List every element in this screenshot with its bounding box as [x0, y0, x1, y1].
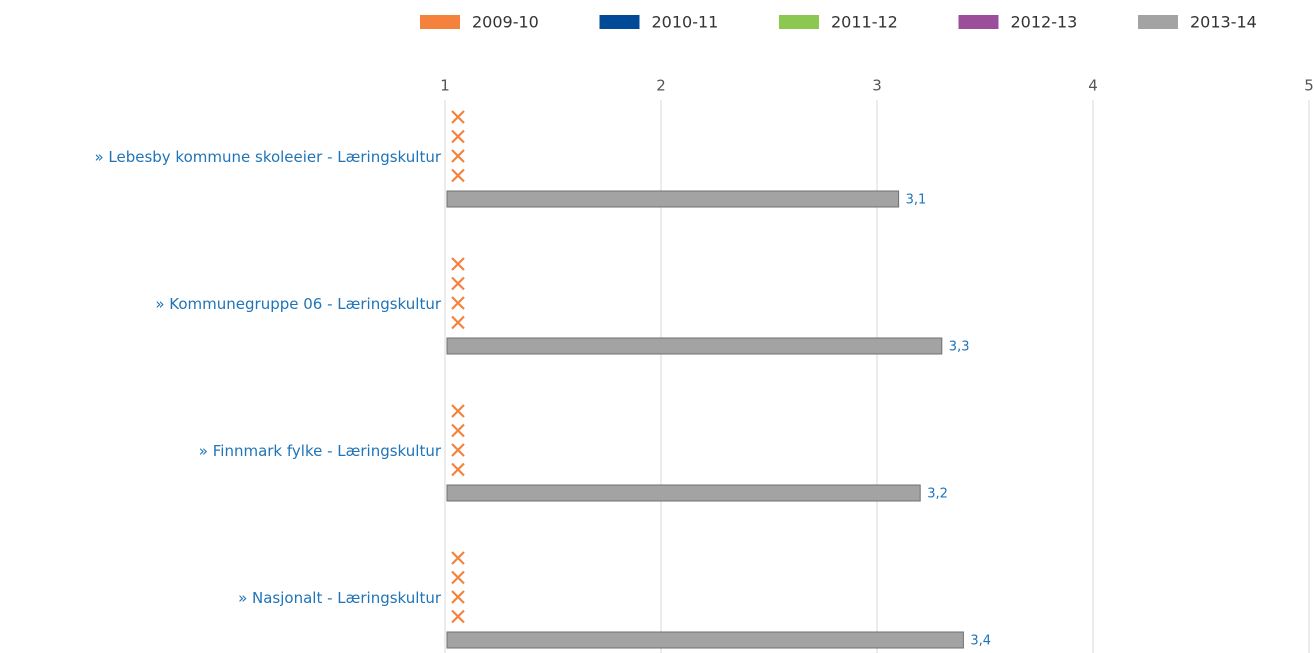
bar [446, 631, 964, 649]
legend-swatch [420, 15, 460, 29]
category-label[interactable]: » Nasjonalt - Læringskultur [238, 589, 441, 607]
missing-marker [451, 462, 465, 477]
x-tick-label: 4 [1088, 77, 1098, 95]
missing-marker [451, 110, 465, 124]
missing-marker [451, 609, 465, 624]
legend-label: 2012-13 [1011, 13, 1078, 32]
bar [446, 190, 900, 208]
legend-label: 2010-11 [652, 13, 719, 32]
legend-label: 2011-12 [831, 13, 898, 32]
missing-marker [451, 404, 465, 418]
x-tick-label: 3 [872, 77, 882, 95]
x-tick-label: 2 [656, 77, 666, 95]
missing-marker [451, 149, 465, 163]
legend-swatch [599, 15, 640, 29]
bar [446, 484, 921, 502]
missing-marker [451, 257, 465, 271]
legend-label: 2013-14 [1190, 13, 1257, 32]
missing-marker [451, 590, 465, 604]
value-label: 3,1 [906, 193, 927, 208]
missing-marker [451, 551, 465, 565]
value-label: 3,3 [949, 340, 970, 355]
missing-marker [451, 296, 465, 310]
missing-marker [451, 423, 465, 438]
category-label[interactable]: » Finnmark fylke - Læringskultur [198, 442, 441, 460]
x-tick-label: 5 [1304, 77, 1314, 95]
missing-marker [451, 276, 465, 291]
missing-marker [451, 443, 465, 457]
missing-marker [451, 168, 465, 183]
value-label: 3,4 [970, 634, 991, 649]
category-label[interactable]: » Lebesby kommune skoleeier - Læringskul… [94, 148, 441, 166]
bar [446, 337, 943, 355]
x-tick-label: 1 [440, 77, 450, 95]
missing-marker [451, 315, 465, 330]
value-label: 3,2 [927, 487, 948, 502]
missing-marker [451, 129, 465, 144]
category-label[interactable]: » Kommunegruppe 06 - Læringskultur [155, 295, 441, 313]
missing-marker [451, 570, 465, 585]
legend-swatch [1138, 15, 1178, 29]
legend-swatch [779, 15, 819, 29]
legend-label: 2009-10 [472, 13, 539, 32]
legend-swatch [958, 15, 999, 29]
